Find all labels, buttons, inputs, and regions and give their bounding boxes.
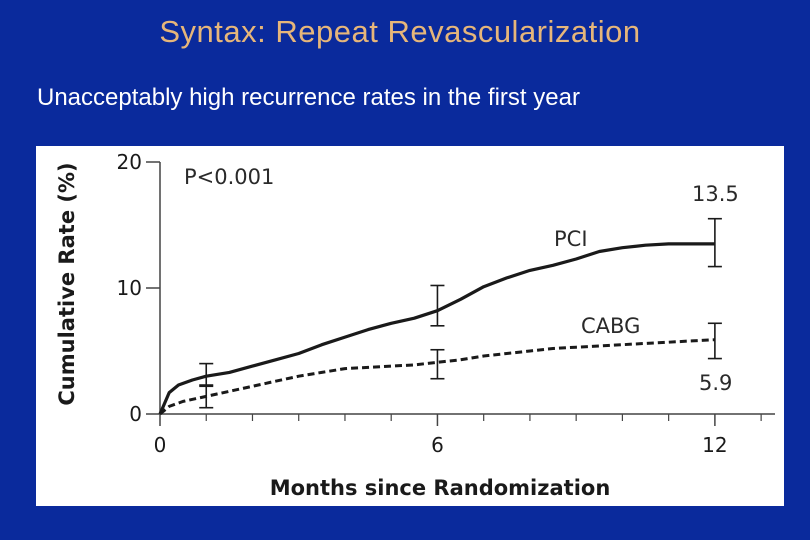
slide-subtitle: Unacceptably high recurrence rates in th… bbox=[37, 84, 580, 111]
cabg-error-bar bbox=[430, 348, 445, 380]
pci-series-line bbox=[158, 242, 715, 415]
cabg-error-bar bbox=[199, 384, 214, 409]
cabg-final-value-label: 5.9 bbox=[699, 371, 732, 395]
pci-error-bar bbox=[707, 217, 722, 268]
cabg-error-bar bbox=[707, 322, 722, 360]
pci-final-value-label: 13.5 bbox=[692, 182, 739, 206]
x-tick-label: 6 bbox=[431, 433, 444, 457]
pci-error-bar bbox=[430, 284, 445, 327]
x-tick-label: 0 bbox=[154, 433, 167, 457]
y-tick-label: 0 bbox=[129, 402, 142, 426]
p-value-annotation: P<0.001 bbox=[184, 165, 274, 189]
x-tick-label: 12 bbox=[702, 433, 727, 457]
slide-title: Syntax: Repeat Revascularization bbox=[159, 14, 641, 49]
axes: 0 10 20 0 6 12 bbox=[117, 150, 775, 457]
label-layer: Cumulative Rate (%) Months since Randomi… bbox=[55, 162, 739, 500]
series-layer bbox=[158, 217, 722, 416]
y-tick-label: 20 bbox=[117, 150, 142, 174]
cabg-series-line bbox=[159, 338, 715, 416]
x-axis-title: Months since Randomization bbox=[270, 476, 611, 500]
cabg-series-label: CABG bbox=[581, 314, 640, 338]
y-tick-label: 10 bbox=[117, 276, 142, 300]
line-chart: 0 10 20 0 6 12 Cumulative Rate (%) Months sin… bbox=[55, 150, 775, 500]
y-axis-title: Cumulative Rate (%) bbox=[55, 162, 79, 405]
chart-panel: 0 10 20 0 6 12 Cumulative Rate (%) Months sin… bbox=[36, 146, 784, 506]
pci-series-label: PCI bbox=[554, 227, 588, 251]
